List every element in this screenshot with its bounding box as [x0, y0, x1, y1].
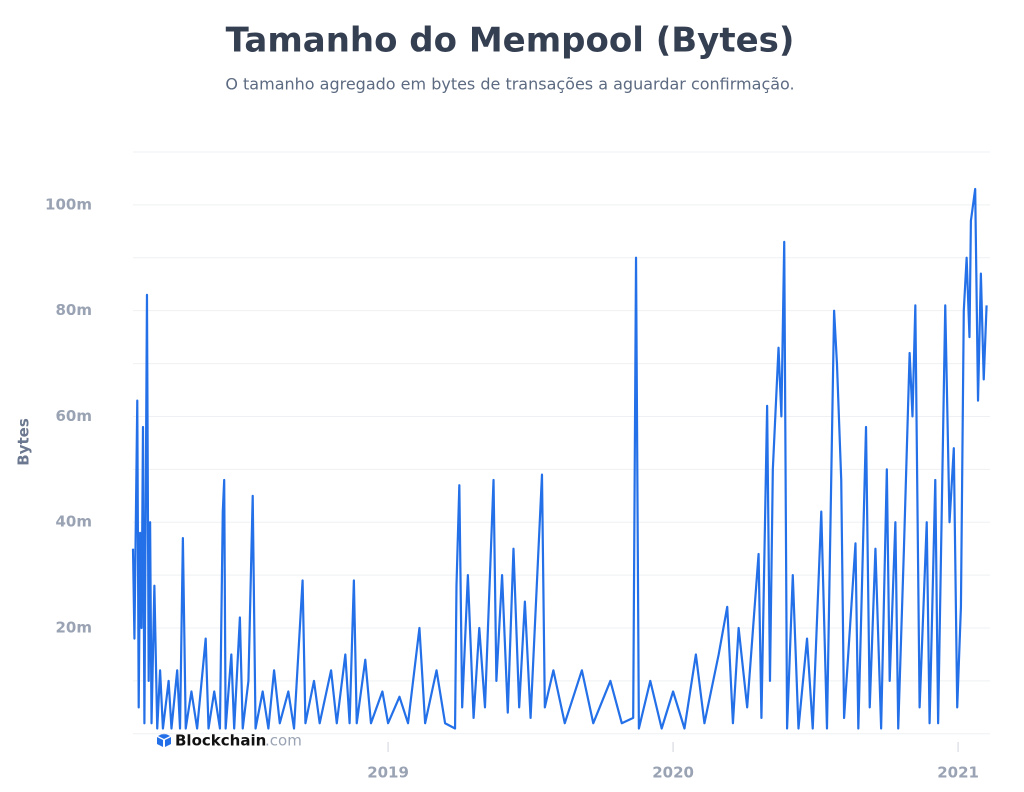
y-tick-label: 20m	[55, 619, 92, 637]
x-tick-label: 2021	[937, 764, 979, 782]
y-axis-label: Bytes	[15, 418, 33, 466]
x-tick-label: 2020	[652, 764, 694, 782]
y-tick-label: 80m	[55, 301, 92, 319]
watermark-suffix: .com	[265, 732, 302, 750]
y-tick-label: 60m	[55, 407, 92, 425]
watermark-brand: Blockchain	[175, 732, 266, 750]
y-tick-label: 40m	[55, 513, 92, 531]
chart-title: Tamanho do Mempool (Bytes)	[226, 21, 795, 61]
y-tick-label: 100m	[45, 195, 92, 213]
x-tick-label: 2019	[367, 764, 409, 782]
grid	[133, 151, 990, 735]
watermark: Blockchain .com	[157, 732, 302, 750]
watermark-icon	[157, 733, 171, 747]
data-line	[131, 187, 988, 730]
chart-subtitle: O tamanho agregado em bytes de transaçõe…	[225, 75, 794, 94]
